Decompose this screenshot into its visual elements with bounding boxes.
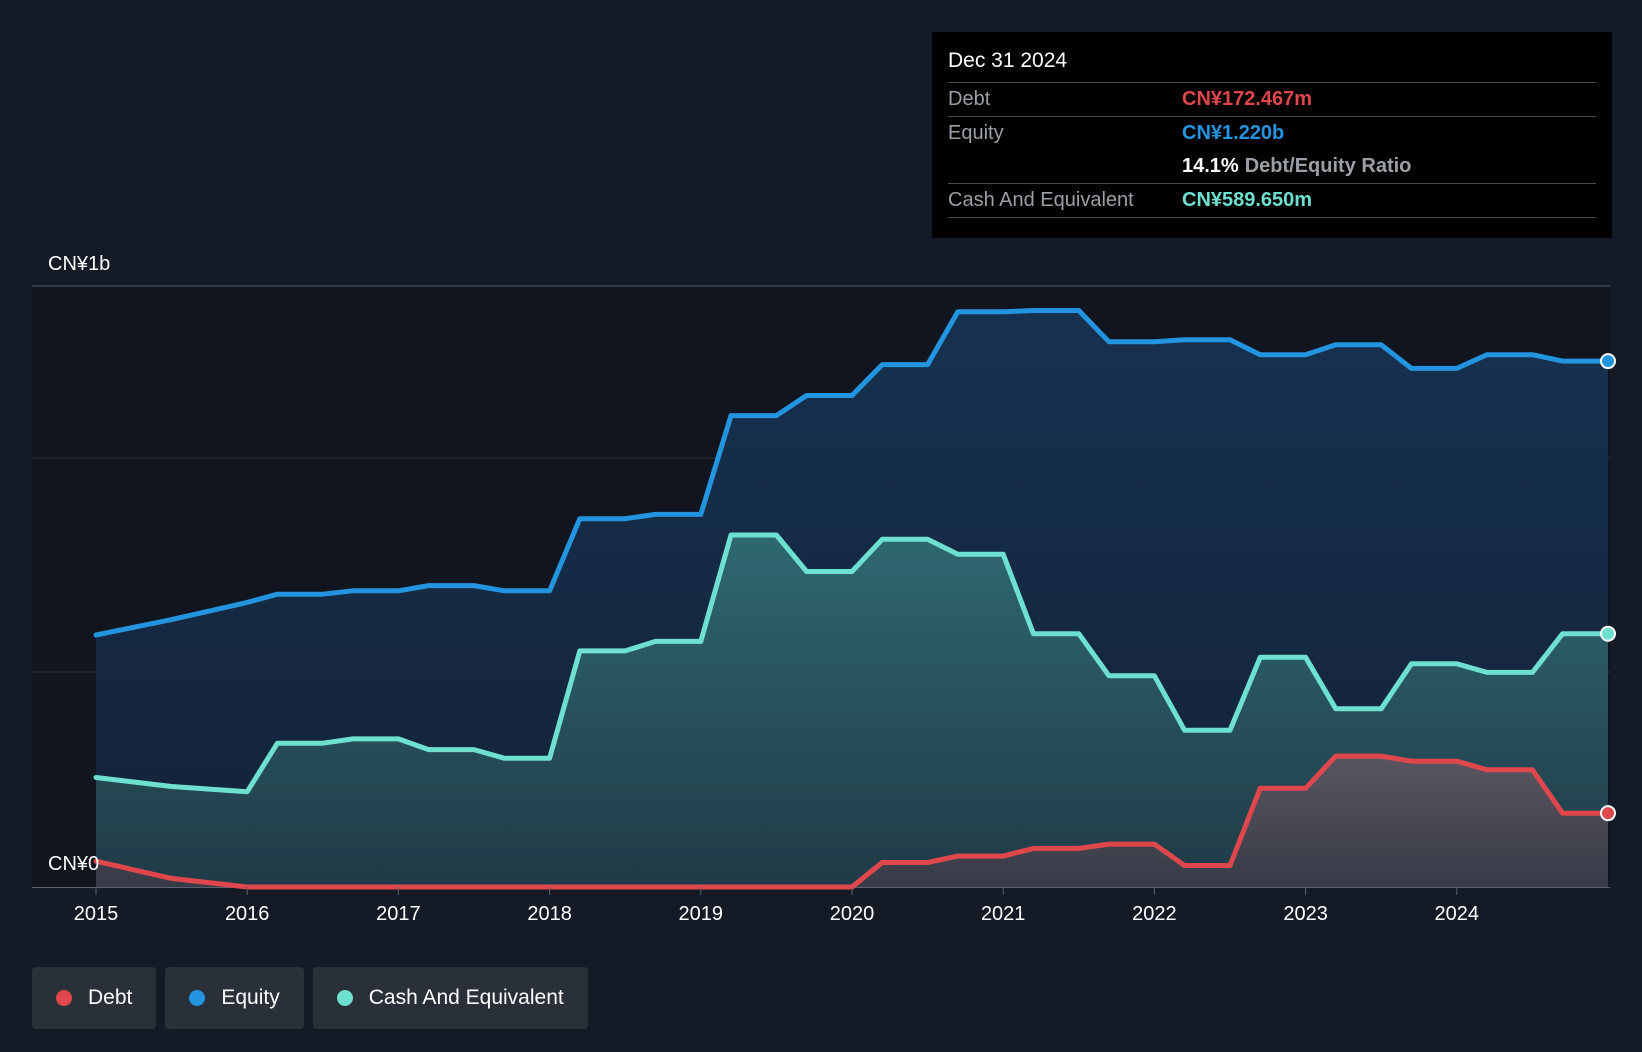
debt-line [93,753,1611,890]
legend-equity-label: Equity [221,986,280,1009]
x-tick-label: 2024 [1435,903,1480,925]
tooltip-equity-label: Equity [948,122,1004,144]
legend-debt-label: Debt [88,986,133,1009]
tooltip-panel: Dec 31 2024 Debt CN¥172.467m Equity CN¥1… [932,32,1612,238]
y-axis-bottom-label: CN¥0 [48,853,99,875]
x-tick-label: 2023 [1283,903,1328,925]
cash-line [93,532,1611,795]
equity-dot-icon [189,990,206,1006]
tooltip-debt-value: CN¥172.467m [1182,88,1313,110]
x-tick-label: 2022 [1132,903,1177,925]
cash-end-point[interactable] [1600,625,1616,642]
tooltip-date: Dec 31 2024 [948,49,1068,72]
debt-area [96,756,1608,887]
x-tick-label: 2019 [679,903,724,925]
equity-end-point[interactable] [1600,353,1616,370]
y-axis-top-label: CN¥1b [48,253,110,275]
x-tick-label: 2016 [225,903,270,925]
x-tick-label: 2020 [830,903,875,925]
tooltip-equity-value: CN¥1.220b [1182,122,1285,144]
equity-line [93,308,1611,638]
legend-item-equity[interactable]: Equity [165,967,304,1029]
tooltip-ratio-row: 14.1% Debt/Equity Ratio [948,150,1596,183]
debt-dot-icon [56,990,72,1006]
x-tick-label: 2021 [981,903,1026,925]
legend-item-cash[interactable]: Cash And Equivalent [312,967,588,1029]
x-tick-label: 2015 [74,903,119,925]
x-tick-label: 2017 [376,903,421,925]
tooltip-equity-row: Equity CN¥1.220b [948,116,1596,150]
tooltip-debt-row: Debt CN¥172.467m [948,82,1596,116]
tooltip-cash-label: Cash And Equivalent [948,189,1134,211]
legend-cash-label: Cash And Equivalent [368,986,564,1009]
legend-item-debt[interactable]: Debt [32,967,157,1029]
tooltip-cash-row: Cash And Equivalent CN¥589.650m [948,183,1596,218]
tooltip-cash-value: CN¥589.650m [1182,189,1313,211]
x-tick-label: 2018 [527,903,572,925]
debt-end-point[interactable] [1600,805,1616,822]
cash-dot-icon [336,990,353,1006]
cash-area [96,535,1608,887]
tooltip-debt-label: Debt [948,88,991,110]
chart-legend: Debt Equity Cash And Equivalent [32,967,597,1029]
tooltip-ratio-label: Debt/Equity Ratio [1244,155,1412,177]
tooltip-ratio-value: 14.1% [1182,155,1239,177]
